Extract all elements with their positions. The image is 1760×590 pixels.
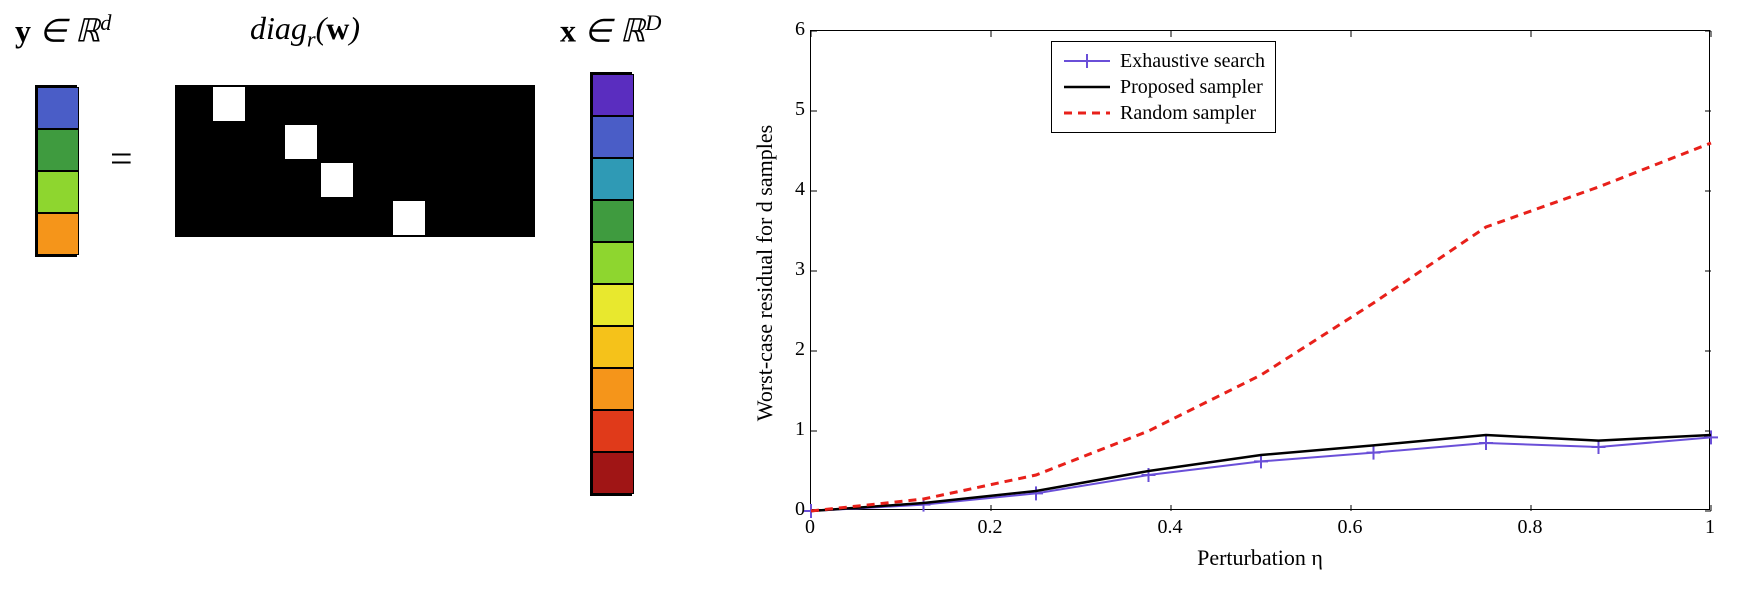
equals-sign: = [110, 135, 133, 182]
legend-label: Random sampler [1120, 102, 1256, 125]
selection-matrix [175, 85, 535, 237]
legend-swatch [1062, 77, 1112, 97]
legend-swatch [1062, 51, 1112, 71]
legend-item: Proposed sampler [1062, 74, 1265, 100]
legend-label: Exhaustive search [1120, 50, 1265, 73]
residual-chart: Exhaustive search Proposed sampler Random … [740, 0, 1760, 590]
y-label: y ∈ ℝd [15, 10, 111, 50]
y-tick-label: 1 [775, 418, 805, 441]
y-tick-label: 6 [775, 18, 805, 41]
y-vector [35, 85, 77, 257]
vector-cell [592, 74, 634, 116]
matrix-one [393, 201, 425, 235]
vector-cell [592, 116, 634, 158]
legend-swatch [1062, 103, 1112, 123]
matrix-one [213, 87, 245, 121]
vector-cell [592, 284, 634, 326]
vector-cell [37, 213, 79, 255]
vector-cell [592, 326, 634, 368]
vector-cell [592, 452, 634, 494]
y-tick-label: 2 [775, 338, 805, 361]
diag-label: diagr(w) [250, 10, 360, 52]
y-tick-label: 0 [775, 498, 805, 521]
x-tick-label: 0.6 [1320, 516, 1380, 539]
vector-cell [592, 200, 634, 242]
vector-cell [592, 368, 634, 410]
legend-label: Proposed sampler [1120, 76, 1263, 99]
equation-diagram: y ∈ ℝd diagr(w) x ∈ ℝD = [0, 0, 740, 590]
y-tick-label: 3 [775, 258, 805, 281]
x-axis-label: Perturbation η [810, 545, 1710, 571]
vector-cell [37, 171, 79, 213]
matrix-one [321, 163, 353, 197]
x-tick-label: 0.2 [960, 516, 1020, 539]
x-tick-label: 0.8 [1500, 516, 1560, 539]
legend-item: Random sampler [1062, 100, 1265, 126]
vector-cell [37, 87, 79, 129]
y-tick-label: 4 [775, 178, 805, 201]
matrix-one [285, 125, 317, 159]
vector-cell [37, 129, 79, 171]
figure-container: y ∈ ℝd diagr(w) x ∈ ℝD = Exhaustive sear… [0, 0, 1760, 590]
x-vector [590, 72, 632, 496]
legend-item: Exhaustive search [1062, 48, 1265, 74]
x-tick-label: 1 [1680, 516, 1740, 539]
vector-cell [592, 410, 634, 452]
legend: Exhaustive search Proposed sampler Random … [1051, 41, 1276, 133]
y-axis-label-text: Worst-case residual for d samples [752, 125, 777, 421]
y-tick-label: 5 [775, 98, 805, 121]
vector-cell [592, 158, 634, 200]
x-label: x ∈ ℝD [560, 10, 661, 50]
vector-cell [592, 242, 634, 284]
x-tick-label: 0.4 [1140, 516, 1200, 539]
plot-area: Exhaustive search Proposed sampler Random … [810, 30, 1710, 510]
